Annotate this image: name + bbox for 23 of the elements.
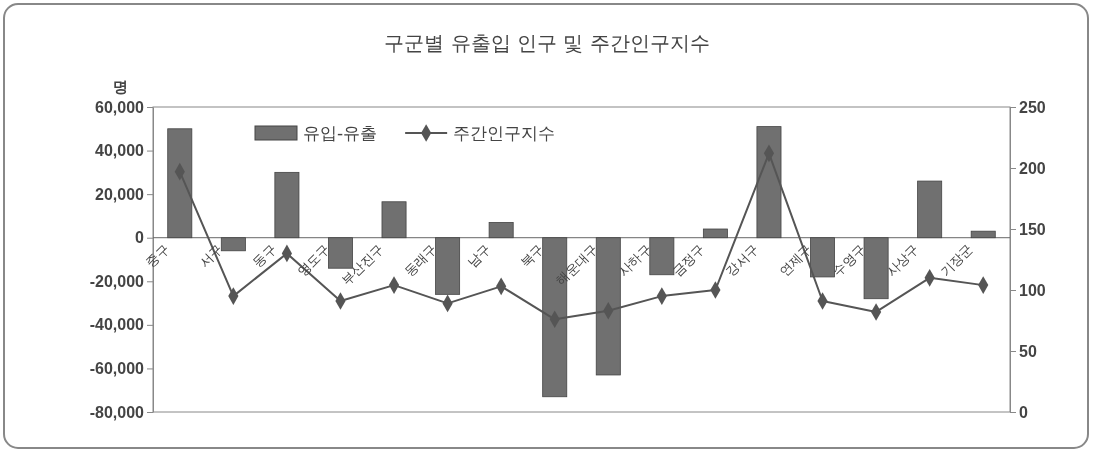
x-tick-label: 북구 <box>517 241 547 271</box>
y-axis-title: 명 <box>113 78 128 96</box>
x-tick-label: 서구 <box>196 241 226 271</box>
legend-label: 주간인구지수 <box>453 123 556 143</box>
y-tick-label: -60,000 <box>89 360 145 378</box>
y-tick-label: 0 <box>135 229 145 247</box>
y2-tick-label: 100 <box>1019 281 1046 299</box>
y2-tick-label: 0 <box>1019 403 1028 421</box>
y2-tick-label: 200 <box>1019 159 1046 177</box>
x-tick-label: 동구 <box>249 241 279 271</box>
y-tick-label: 20,000 <box>95 185 145 203</box>
y-tick-label: -20,000 <box>89 272 145 290</box>
y-tick-label: -80,000 <box>89 403 145 421</box>
x-tick-label: 남구 <box>464 241 494 271</box>
y2-tick-label: 50 <box>1019 342 1037 360</box>
y-tick-label: 40,000 <box>95 142 145 160</box>
y-tick-label: -40,000 <box>89 316 145 334</box>
y2-tick-label: 250 <box>1019 98 1046 116</box>
x-tick-label: 중구 <box>142 241 172 271</box>
y2-tick-label: 150 <box>1019 220 1046 238</box>
legend-label: 유입-유출 <box>303 123 378 143</box>
y-tick-label: 60,000 <box>95 98 145 116</box>
chart-title: 구군별 유출입 인구 및 주간인구지수 <box>384 31 710 55</box>
